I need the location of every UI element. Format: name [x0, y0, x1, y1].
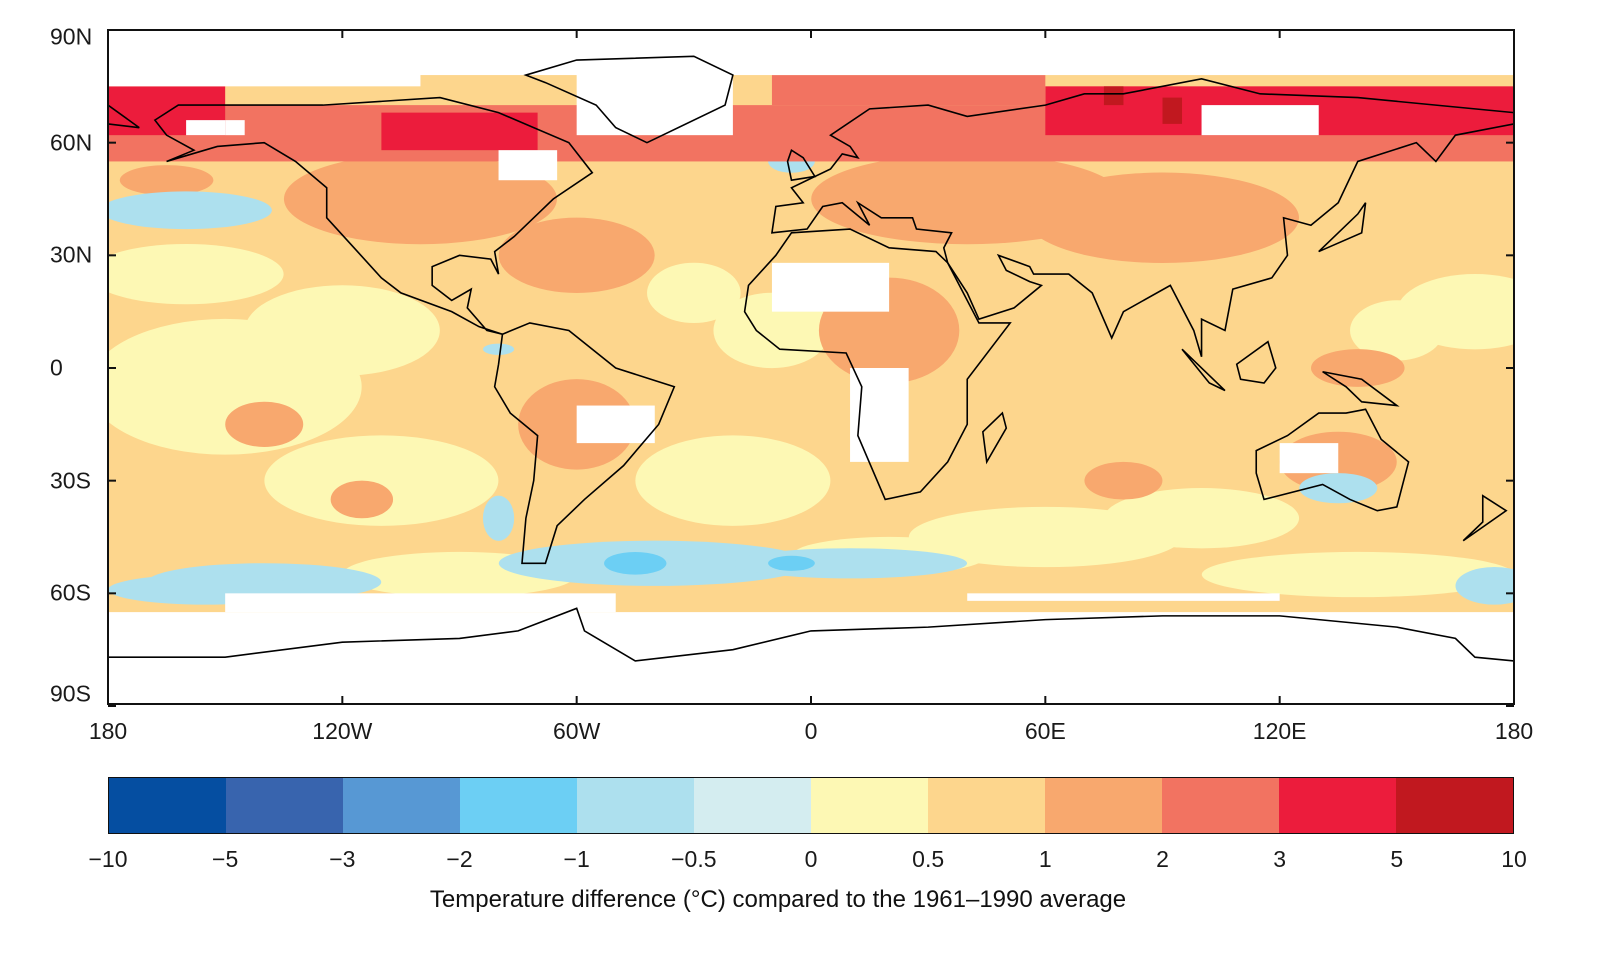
colorbar-caption: Temperature difference (°C) compared to … [429, 886, 1127, 913]
colorbar [108, 777, 1514, 834]
temperature-anomaly-map [107, 29, 1515, 707]
anomaly-region-0-0.5 [264, 435, 499, 526]
colorbar-label: 0.5 [912, 846, 945, 872]
anomaly-region-0-0.5 [244, 285, 440, 376]
x-tick-label: 60E [1024, 718, 1066, 744]
colorbar-label: 1 [1038, 846, 1052, 872]
anomaly-region-1-2 [330, 480, 394, 519]
coastline [1235, 340, 1277, 384]
coastline [1255, 408, 1410, 512]
coastline [786, 148, 817, 182]
anomaly-region-1-2 [498, 217, 655, 294]
anomaly-region-0-0.5 [635, 435, 831, 526]
missing-data [225, 593, 616, 613]
anomaly-region-negative [482, 343, 515, 355]
coastline [523, 55, 734, 144]
coastline [108, 104, 140, 129]
y-tick-label: 60N [50, 129, 93, 156]
anomaly-region-negative [108, 191, 272, 230]
map-layers [108, 30, 1514, 704]
missing-data [108, 612, 1514, 704]
colorbar-label: 0 [804, 846, 818, 872]
missing-data [576, 405, 655, 444]
y-tick-label: 60S [50, 579, 91, 606]
colorbar-label: −10 [88, 846, 128, 872]
coastline [1462, 494, 1508, 542]
colorbar-label: 3 [1273, 846, 1287, 872]
anomaly-region-0-0.5 [1201, 551, 1514, 598]
colorbar-label: −5 [212, 846, 239, 872]
anomaly-region-0-0.5 [1104, 488, 1300, 549]
colorbar-bin [1045, 778, 1162, 833]
missing-data [967, 593, 1280, 601]
anomaly-region-negative [768, 555, 815, 571]
missing-data [576, 30, 733, 136]
colorbar-bin [928, 778, 1045, 833]
anomaly-region-0-0.5 [647, 262, 741, 324]
colorbar-label: −3 [329, 846, 356, 872]
coastline [1318, 202, 1367, 253]
coastline-antarctica [108, 607, 1514, 662]
missing-data [1279, 443, 1339, 474]
y-tick-label: 90S [50, 680, 91, 707]
anomaly-region-1-2 [283, 153, 557, 245]
colorbar-bin [694, 778, 811, 833]
anomaly-region-0-0.5 [108, 243, 284, 305]
colorbar-bin [343, 778, 460, 833]
anomaly-region-negative [1455, 566, 1514, 605]
anomaly-region-1-2 [119, 165, 214, 196]
colorbar-bin [811, 778, 928, 833]
coastline [771, 78, 1514, 357]
x-tick-label: 0 [804, 718, 818, 744]
anomaly-region-1-2 [225, 401, 304, 447]
x-tick-label: 60W [553, 718, 601, 744]
colorbar-label: 5 [1390, 846, 1404, 872]
x-tick-label: 180 [1494, 718, 1534, 744]
coastline [743, 228, 1012, 501]
colorbar-bin [226, 778, 343, 833]
anomaly-region-3-5 [381, 112, 538, 151]
missing-data [186, 120, 226, 136]
missing-data [108, 30, 421, 87]
y-tick-label: 0 [50, 354, 63, 381]
missing-data [498, 150, 558, 181]
colorbar-label: −2 [446, 846, 473, 872]
anomaly-region-1-2 [1084, 461, 1163, 500]
y-tick-label: 90N [50, 23, 93, 50]
colorbar-label: −1 [563, 846, 590, 872]
coastline [1181, 348, 1226, 392]
anomaly-region-negative [1299, 473, 1378, 504]
anomaly-region-negative [482, 495, 515, 541]
missing-data [225, 120, 245, 136]
missing-data [1201, 105, 1319, 136]
anomaly-region-1-2 [1026, 172, 1299, 264]
colorbar-bin [460, 778, 577, 833]
coastline [153, 96, 594, 335]
coastline [1322, 370, 1400, 407]
anomaly-region-2-3 [771, 75, 1046, 106]
colorbar-bin [1162, 778, 1279, 833]
y-tick-label: 30S [50, 467, 91, 494]
colorbar-bin [1396, 778, 1513, 833]
colorbar-label: 2 [1156, 846, 1169, 872]
missing-data [771, 262, 890, 312]
colorbar-bin [109, 778, 226, 833]
anomaly-region-0-0.5 [1350, 300, 1444, 361]
coastline [493, 322, 676, 565]
colorbar-bin [577, 778, 694, 833]
anomaly-region-negative [733, 548, 968, 579]
anomaly-region-negative [604, 551, 667, 575]
anomaly-region-5-10 [1103, 86, 1124, 106]
colorbar-label: −0.5 [671, 846, 717, 872]
anomaly-region-1-2 [1310, 349, 1405, 387]
anomaly-region-5-10 [1162, 97, 1183, 124]
x-tick-label: 120E [1252, 718, 1307, 744]
colorbar-label: 10 [1501, 846, 1527, 872]
colorbar-bin [1279, 778, 1396, 833]
x-tick-label: 120W [312, 718, 373, 744]
y-tick-label: 30N [50, 241, 93, 268]
coastline [981, 411, 1008, 465]
x-tick-label: 180 [88, 718, 128, 744]
